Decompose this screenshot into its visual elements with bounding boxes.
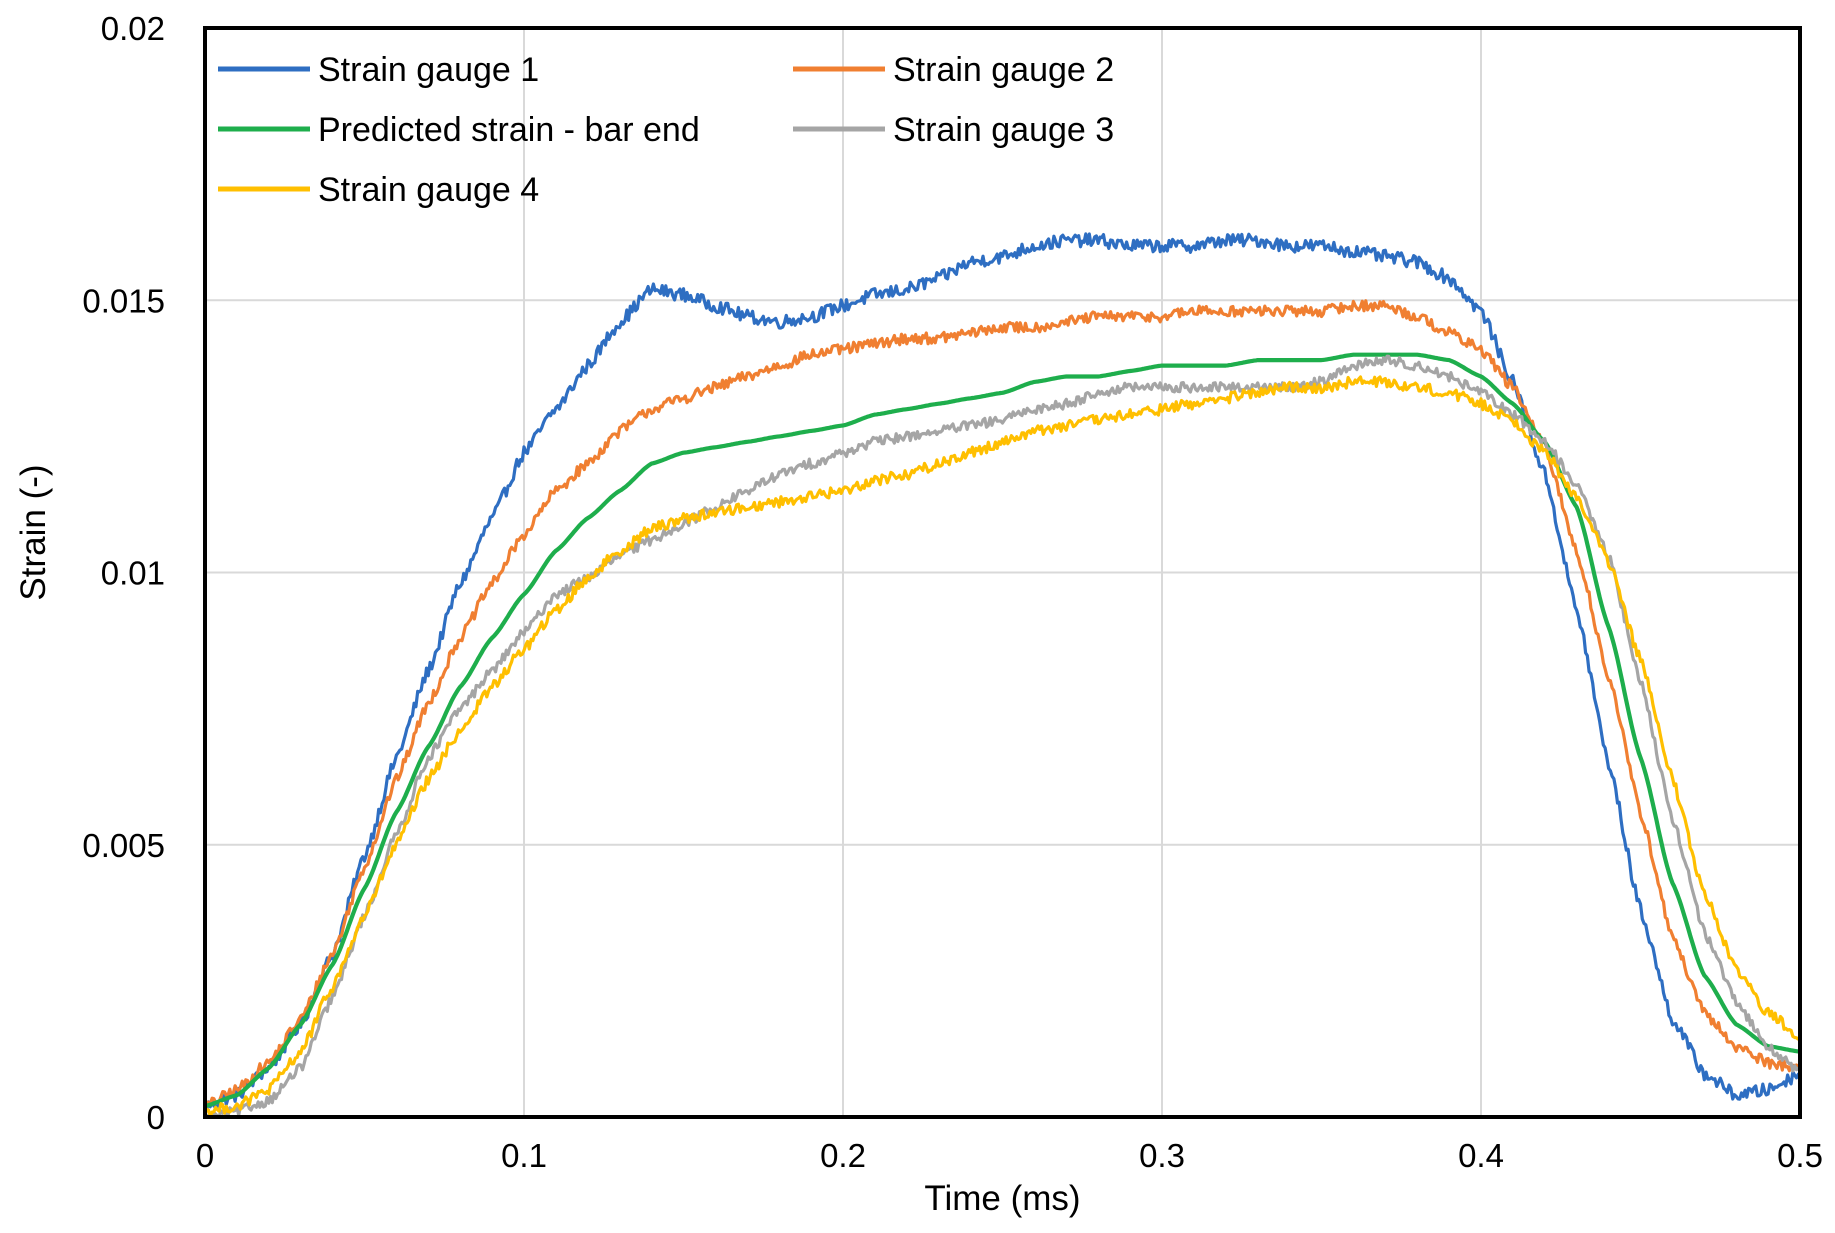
y-tick-label: 0.015 — [82, 282, 165, 319]
y-axis-title: Strain (-) — [14, 464, 53, 600]
x-tick-label: 0 — [196, 1137, 214, 1174]
x-tick-label: 0.4 — [1458, 1137, 1504, 1174]
legend-item-2: Strain gauge 2 — [793, 51, 1114, 89]
series-lines — [203, 232, 1802, 1119]
legend-item-3: Predicted strain - bar end — [218, 111, 700, 149]
x-axis-tick-labels: 0 0.1 0.2 0.3 0.4 0.5 — [196, 1137, 1823, 1174]
legend-label: Strain gauge 4 — [318, 171, 539, 209]
series-line-4 — [203, 354, 1802, 1119]
x-tick-label: 0.1 — [501, 1137, 547, 1174]
plot-area-frame — [203, 26, 1802, 1119]
x-axis-title: Time (ms) — [924, 1179, 1080, 1218]
legend: Strain gauge 1 Strain gauge 2 Predicted st… — [218, 51, 1114, 209]
y-tick-label: 0 — [147, 1099, 165, 1136]
legend-label: Predicted strain - bar end — [318, 111, 700, 149]
gridlines — [205, 28, 1800, 1117]
legend-item-4: Strain gauge 3 — [793, 111, 1114, 149]
y-tick-label: 0.02 — [101, 10, 165, 47]
legend-item-5: Strain gauge 4 — [218, 171, 539, 209]
legend-label: Strain gauge 2 — [893, 51, 1114, 89]
series-line-1 — [203, 232, 1802, 1112]
x-tick-label: 0.5 — [1777, 1137, 1823, 1174]
y-axis-tick-labels: 0 0.005 0.01 0.015 0.02 — [82, 10, 165, 1136]
x-tick-label: 0.2 — [820, 1137, 866, 1174]
y-tick-label: 0.005 — [82, 827, 165, 864]
legend-label: Strain gauge 3 — [893, 111, 1114, 149]
series-line-5 — [203, 375, 1802, 1118]
legend-label: Strain gauge 1 — [318, 51, 539, 89]
legend-item-1: Strain gauge 1 — [218, 51, 539, 89]
x-tick-label: 0.3 — [1139, 1137, 1185, 1174]
y-tick-label: 0.01 — [101, 555, 165, 592]
